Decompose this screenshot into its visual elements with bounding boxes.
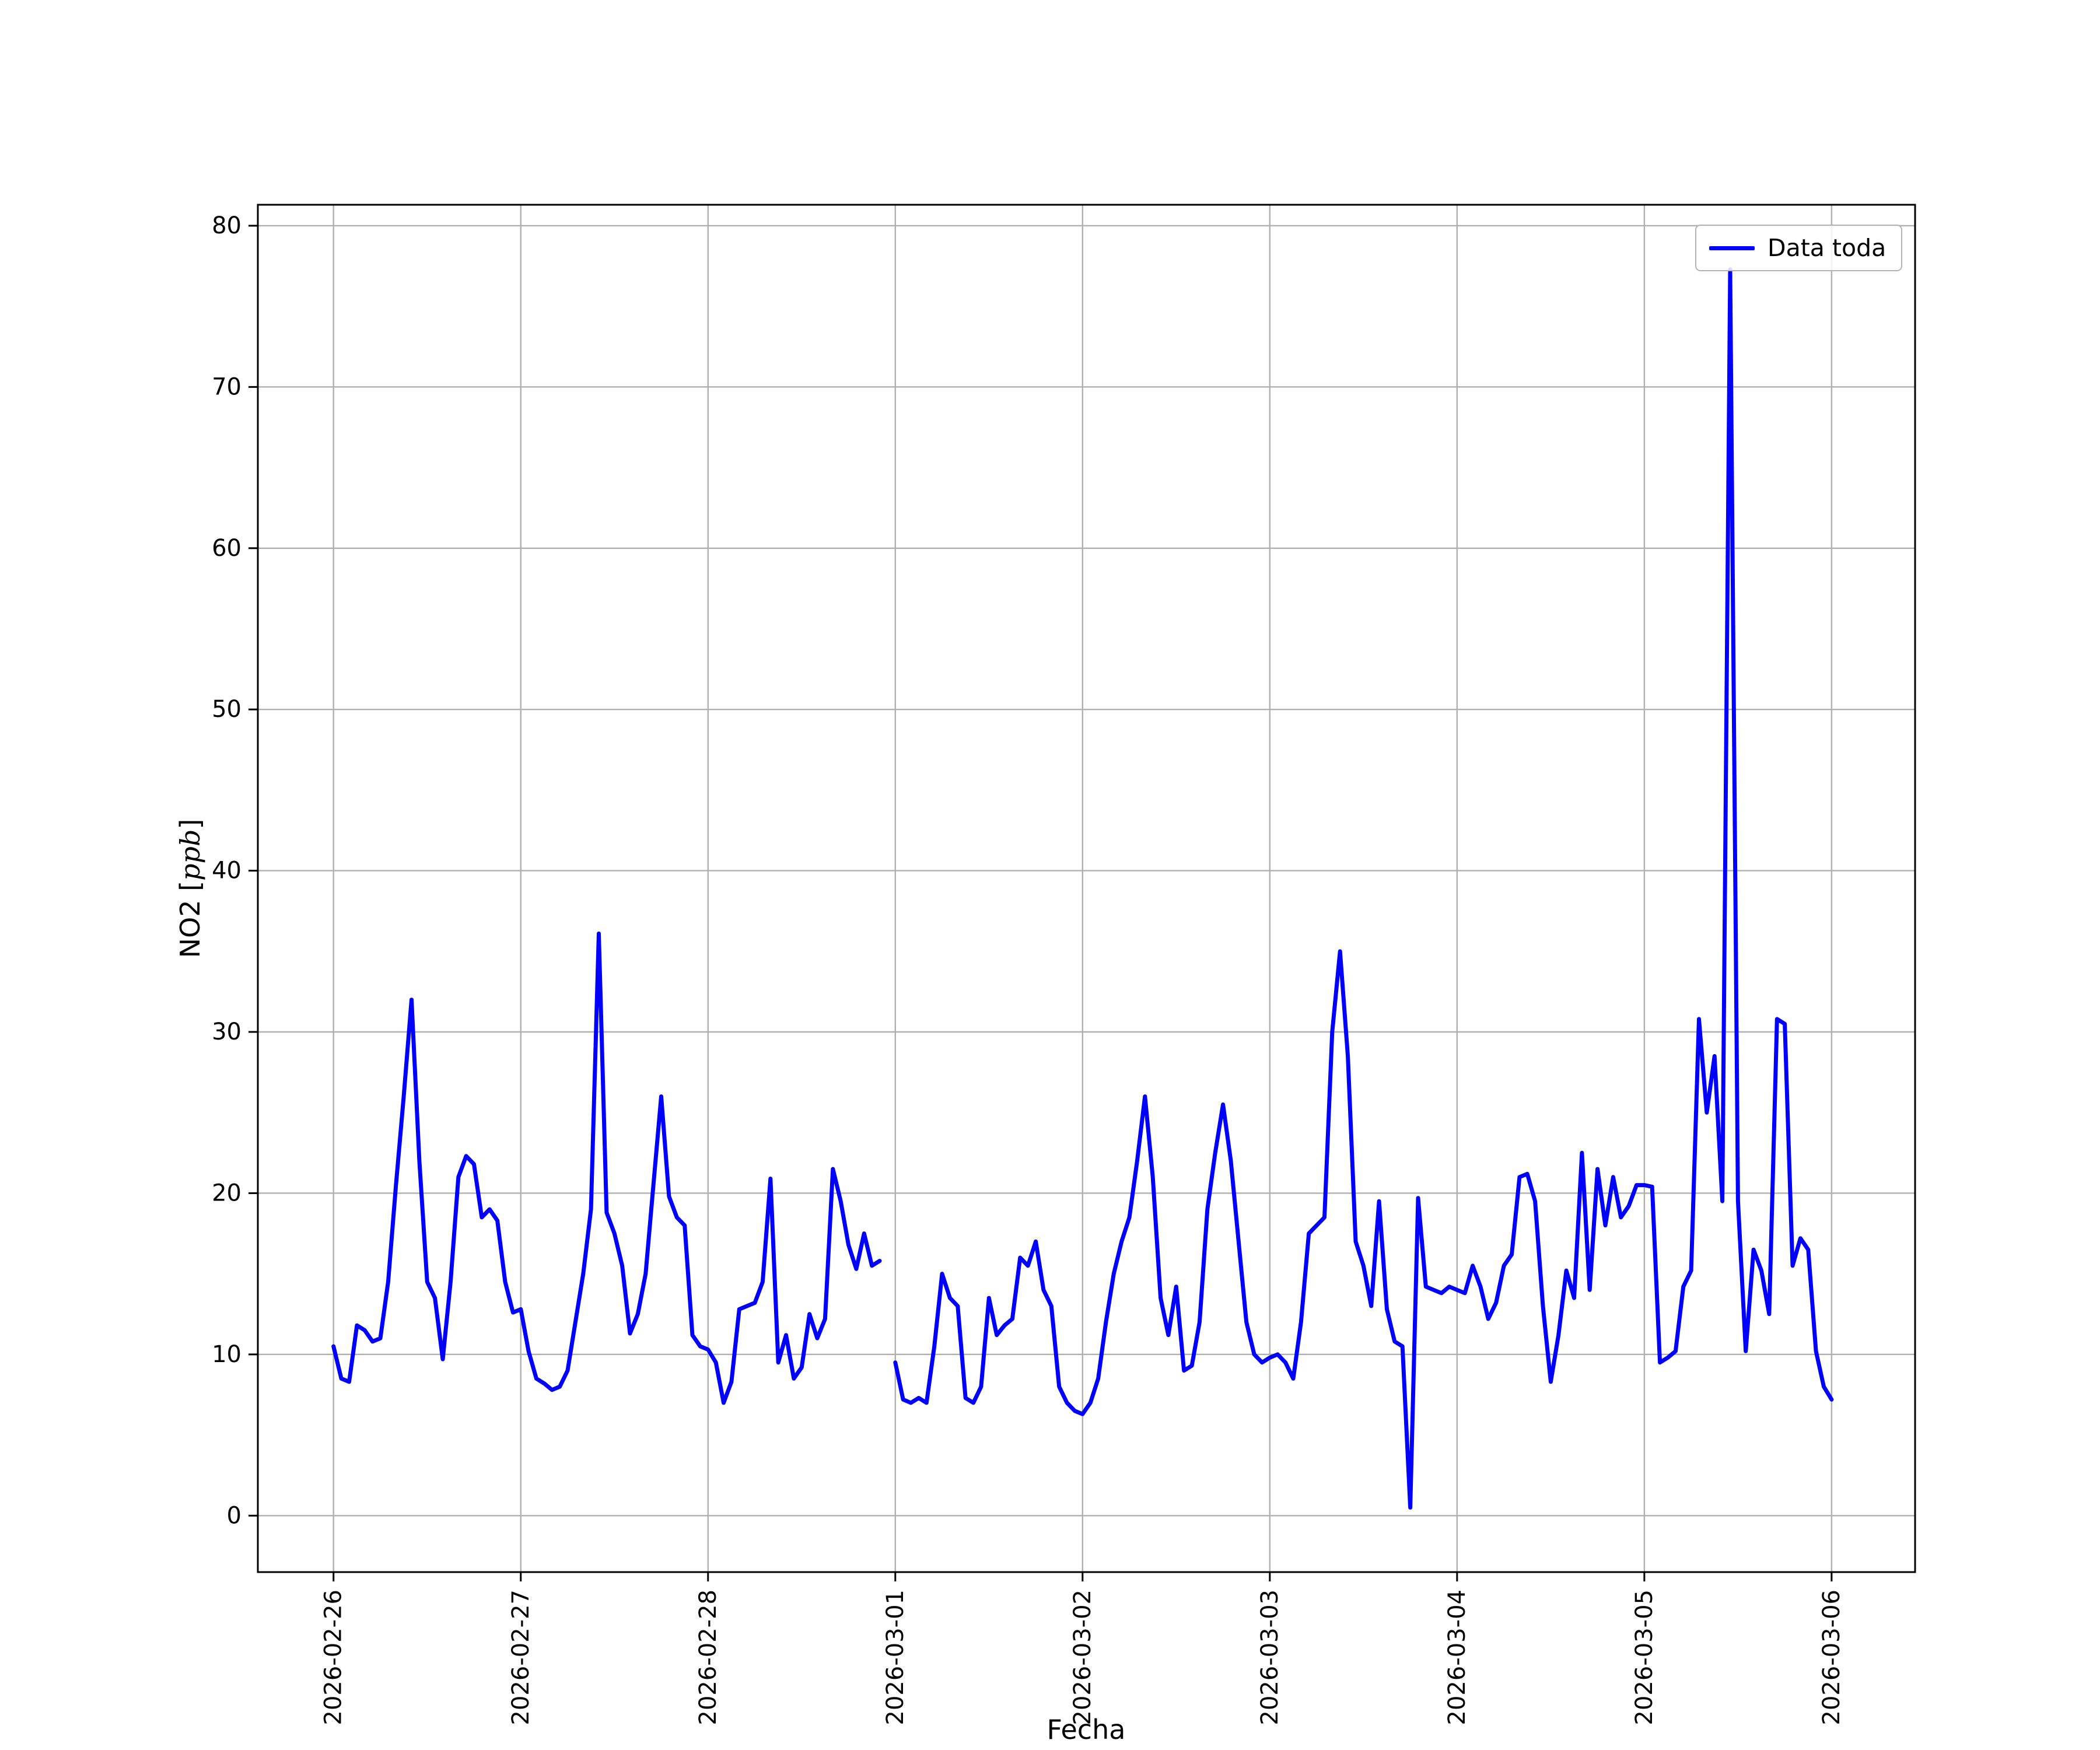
svg-text:2026-02-26: 2026-02-26 [320,1590,347,1725]
y-axis-label-units: ppb [174,829,206,881]
svg-text:40: 40 [212,858,242,884]
svg-text:2026-03-04: 2026-03-04 [1444,1590,1471,1725]
x-axis-label: Fecha [1046,1714,1126,1745]
svg-text:20: 20 [212,1180,242,1206]
y-axis-label-prefix: NO2 [ [174,880,206,958]
svg-text:2026-03-01: 2026-03-01 [882,1590,909,1725]
svg-text:2026-02-27: 2026-02-27 [508,1590,534,1725]
svg-text:2026-03-05: 2026-03-05 [1631,1590,1658,1725]
svg-text:2026-03-03: 2026-03-03 [1256,1590,1283,1725]
svg-text:50: 50 [212,696,242,723]
legend: Data toda [1695,225,1903,271]
svg-text:60: 60 [212,535,242,562]
svg-text:2026-03-02: 2026-03-02 [1069,1590,1096,1725]
y-axis-label: NO2 [ppb] [174,819,206,958]
svg-text:30: 30 [212,1019,242,1045]
legend-line-swatch [1709,246,1755,250]
svg-text:10: 10 [212,1341,242,1368]
svg-text:80: 80 [212,212,242,239]
svg-text:2026-03-06: 2026-03-06 [1818,1590,1845,1725]
y-axis-label-suffix: ] [174,818,206,830]
legend-label: Data toda [1768,234,1887,262]
svg-text:2026-02-28: 2026-02-28 [695,1590,722,1725]
svg-text:0: 0 [227,1502,242,1529]
svg-text:70: 70 [212,373,242,400]
